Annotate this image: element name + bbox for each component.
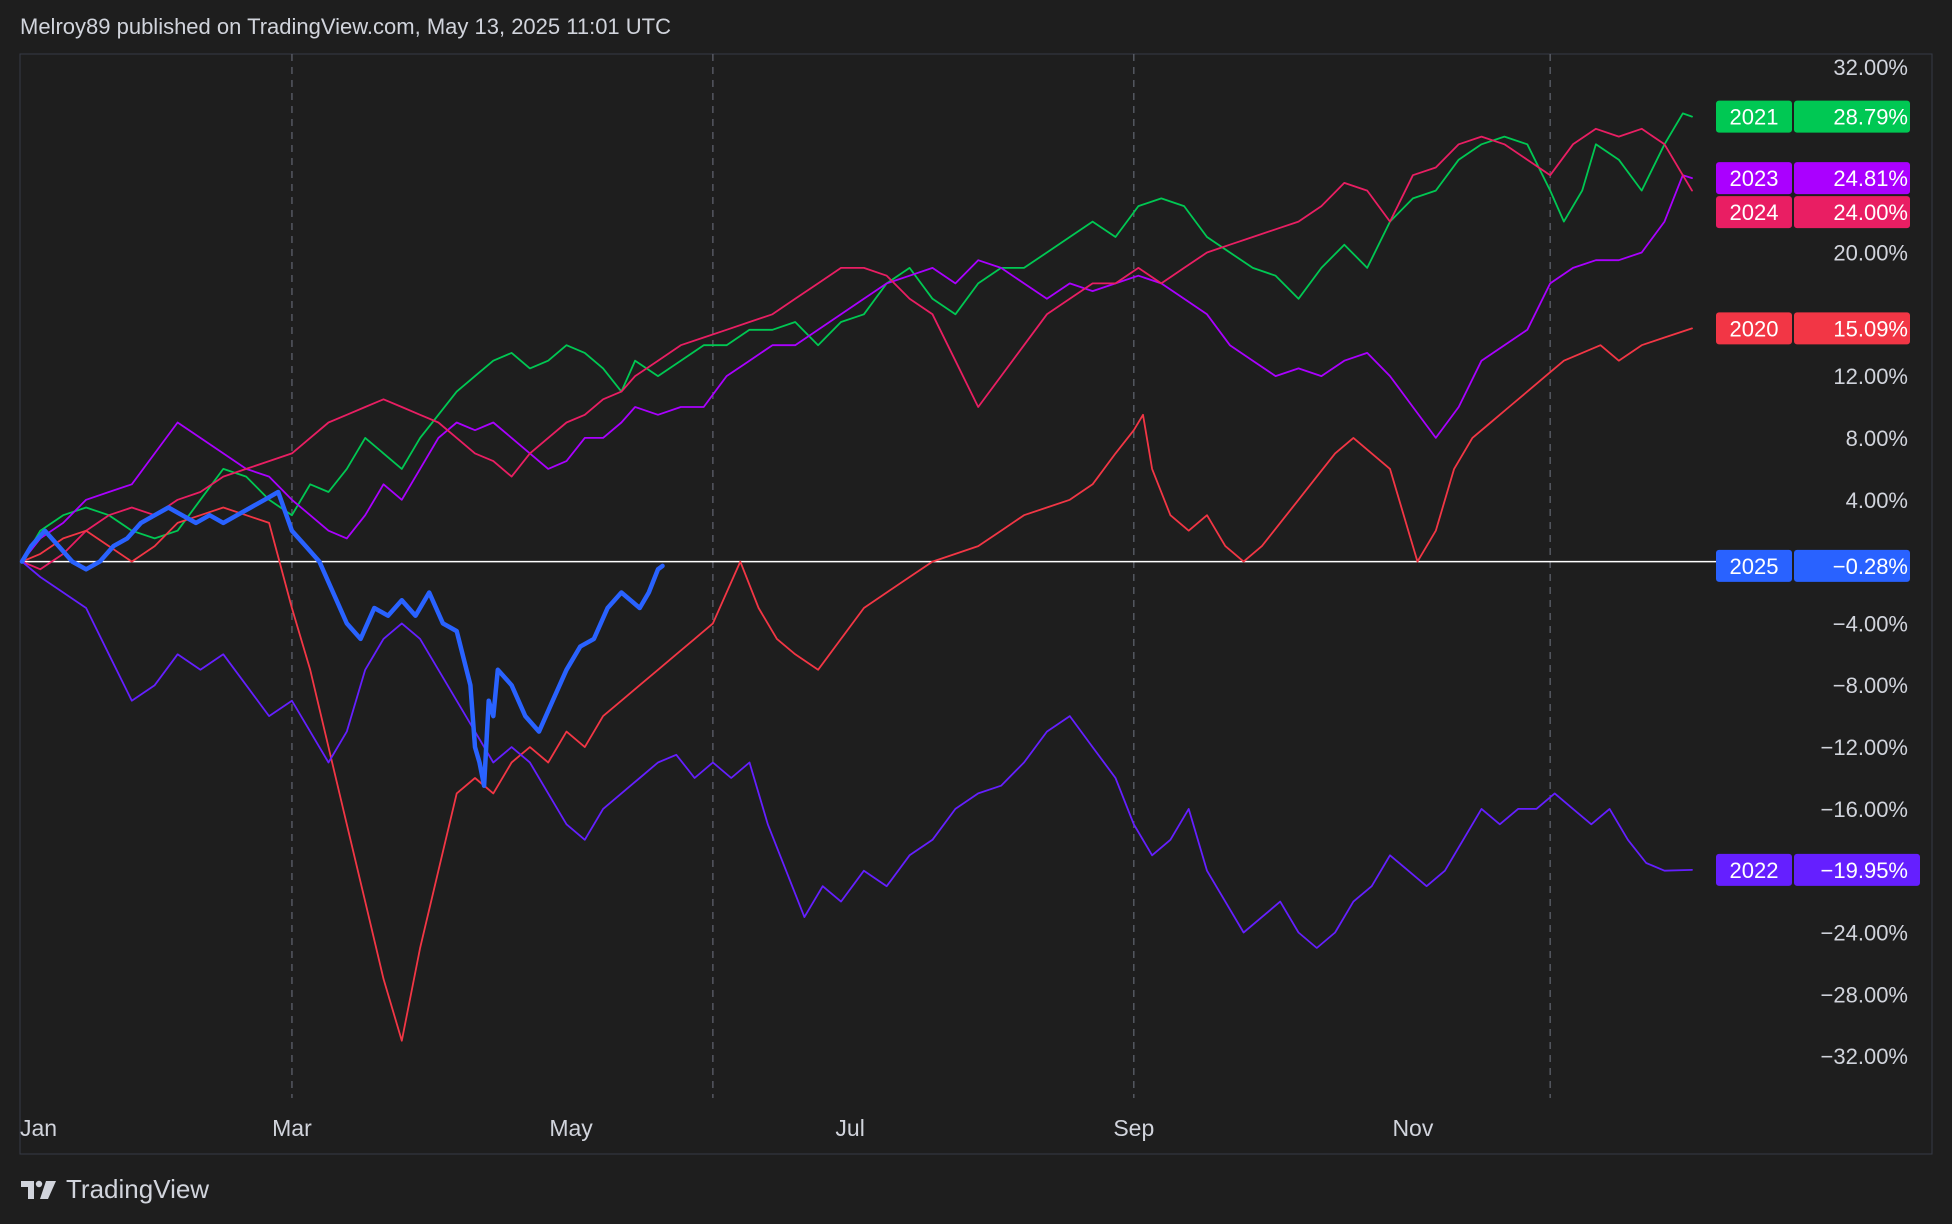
price-labels: 2021 28.79% 2023 24.81% 2024 24.00% 2020 15.09%… [1716, 100, 1920, 886]
badge-name-bg [1716, 853, 1792, 886]
tradingview-brand-text: TradingView [66, 1174, 210, 1204]
x-tick-label: Jul [835, 1115, 864, 1141]
badge-last-value: 15.09% [1833, 316, 1908, 341]
tradingview-logo-icon [21, 1180, 56, 1199]
y-tick-label: −12.00% [1821, 735, 1908, 760]
series-line-2023[interactable] [21, 174, 1693, 563]
x-tick-label: Nov [1392, 1115, 1433, 1141]
y-tick-label: −4.00% [1833, 611, 1908, 636]
badge-value-bg [1794, 549, 1910, 582]
badge-2021: 2021 28.79% [1716, 100, 1910, 133]
chart-frame [19, 53, 1933, 1155]
y-tick-label: −32.00% [1821, 1044, 1908, 1069]
badge-last-value: 24.81% [1833, 166, 1908, 191]
x-axis: Jan Mar May Jul Sep Nov [20, 1115, 1434, 1141]
badge-last-value: −0.28% [1833, 554, 1908, 579]
x-tick-label: Mar [272, 1115, 312, 1141]
badge-name-bg [1716, 312, 1792, 345]
badge-name-bg [1716, 549, 1792, 582]
series-layer [19, 112, 1693, 1042]
badge-series-name: 2020 [1730, 316, 1779, 341]
y-tick-label: −16.00% [1821, 797, 1908, 822]
tradingview-logo[interactable]: TradingView [20, 1174, 209, 1205]
badge-series-name: 2024 [1730, 200, 1779, 225]
y-tick-label: 20.00% [1833, 240, 1908, 265]
y-tick-label: 32.00% [1833, 55, 1908, 80]
y-tick-label: −24.00% [1821, 921, 1908, 946]
badge-value-bg [1794, 196, 1910, 229]
badge-last-value: 28.79% [1833, 105, 1908, 130]
badge-series-name: 2025 [1730, 554, 1779, 579]
publish-info: Melroy89 published on TradingView.com, M… [20, 14, 671, 39]
y-axis: 32.00% 20.00% 12.00% 8.00% 4.00% −4.00% −8.00%… [1821, 55, 1908, 1069]
x-tick-label: May [549, 1115, 593, 1141]
badge-series-name: 2022 [1730, 858, 1779, 883]
badge-2024: 2024 24.00% [1716, 196, 1910, 229]
series-line-2024[interactable] [21, 127, 1693, 571]
badge-2020: 2020 15.09% [1716, 312, 1910, 345]
badge-2023: 2023 24.81% [1716, 162, 1910, 195]
badge-name-bg [1716, 162, 1792, 195]
series-line-2021[interactable] [21, 112, 1693, 563]
badge-series-name: 2023 [1730, 166, 1779, 191]
y-tick-label: −28.00% [1821, 982, 1908, 1007]
badge-value-bg [1794, 312, 1910, 345]
series-line-2025[interactable] [19, 489, 665, 788]
y-tick-label: 12.00% [1833, 364, 1908, 389]
series-line-2020[interactable] [21, 327, 1693, 1042]
badge-value-bg [1794, 100, 1910, 133]
badge-name-bg [1716, 196, 1792, 229]
x-tick-label: Sep [1113, 1115, 1154, 1141]
series-line-2022[interactable] [21, 560, 1693, 949]
x-tick-label: Jan [20, 1115, 57, 1141]
badge-value-bg [1794, 853, 1920, 886]
badge-2022: 2022 −19.95% [1716, 853, 1920, 886]
grid-layer [291, 54, 1551, 1098]
badge-2025: 2025 −0.28% [1716, 549, 1910, 582]
badge-series-name: 2021 [1730, 105, 1779, 130]
badge-value-bg [1794, 162, 1910, 195]
badge-last-value: −19.95% [1821, 858, 1908, 883]
badge-name-bg [1716, 100, 1792, 133]
y-tick-label: −8.00% [1833, 673, 1908, 698]
y-tick-label: 8.00% [1846, 426, 1908, 451]
badge-last-value: 24.00% [1833, 200, 1908, 225]
y-tick-label: 4.00% [1846, 488, 1908, 513]
